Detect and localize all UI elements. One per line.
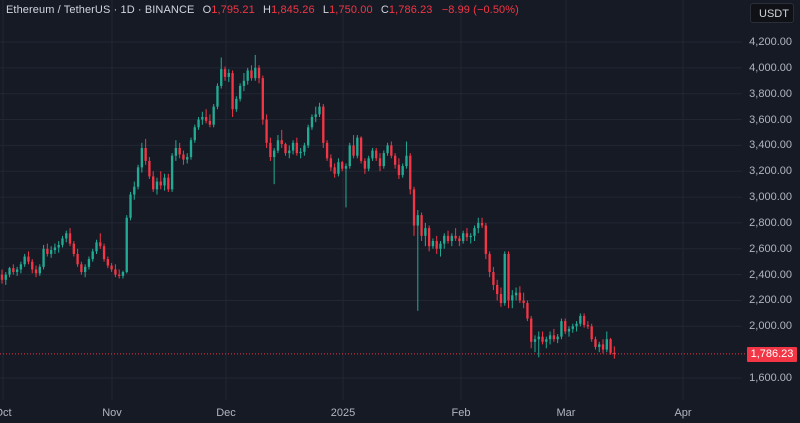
high-value: 1,845.26 bbox=[271, 4, 315, 16]
price-axis-label: 3,800.00 bbox=[749, 87, 792, 100]
time-axis-label: Oct bbox=[0, 407, 12, 419]
time-axis-label: Nov bbox=[102, 407, 122, 419]
symbol-title[interactable]: Ethereum / TetherUS · 1D · BINANCE bbox=[6, 4, 195, 16]
time-axis-label: Feb bbox=[451, 407, 471, 419]
close-value: 1,786.23 bbox=[388, 4, 433, 16]
price-axis-label: 2,000.00 bbox=[749, 320, 792, 333]
time-axis-label: Mar bbox=[556, 407, 576, 419]
price-axis-label: 3,400.00 bbox=[749, 139, 792, 152]
ohlc-legend: Ethereum / TetherUS · 1D · BINANCE O1,79… bbox=[6, 4, 519, 16]
price-axis-label: 2,200.00 bbox=[749, 294, 792, 307]
price-axis-label: 1,600.00 bbox=[749, 372, 792, 384]
candles bbox=[0, 54, 616, 359]
close-label: C bbox=[380, 4, 389, 16]
price-axis-label: 3,000.00 bbox=[749, 191, 792, 204]
price-axis-label: 3,600.00 bbox=[749, 113, 792, 126]
time-axis-label: 2025 bbox=[330, 407, 356, 419]
price-axis-label: 4,000.00 bbox=[749, 61, 792, 74]
last-price-tag: 1,786.23 bbox=[747, 347, 797, 362]
low-label: L bbox=[322, 4, 330, 16]
price-axis-label: 2,800.00 bbox=[749, 216, 792, 229]
price-axis-label: 3,200.00 bbox=[749, 165, 792, 178]
high-label: H bbox=[263, 4, 272, 16]
time-axis-label: Apr bbox=[674, 407, 692, 419]
change-value: −8.99 (−0.50%) bbox=[441, 4, 519, 16]
currency-button[interactable]: USDT bbox=[750, 3, 794, 23]
time-axis-label: Dec bbox=[216, 407, 236, 419]
open-value: 1,795.21 bbox=[211, 4, 255, 16]
price-axis-label: 4,200.00 bbox=[749, 36, 792, 48]
open-label: O bbox=[202, 4, 212, 16]
price-axis-label: 2,400.00 bbox=[749, 268, 792, 281]
price-axis-label: 2,600.00 bbox=[749, 242, 792, 255]
low-value: 1,750.00 bbox=[329, 4, 373, 16]
grid-lines bbox=[0, 0, 742, 400]
